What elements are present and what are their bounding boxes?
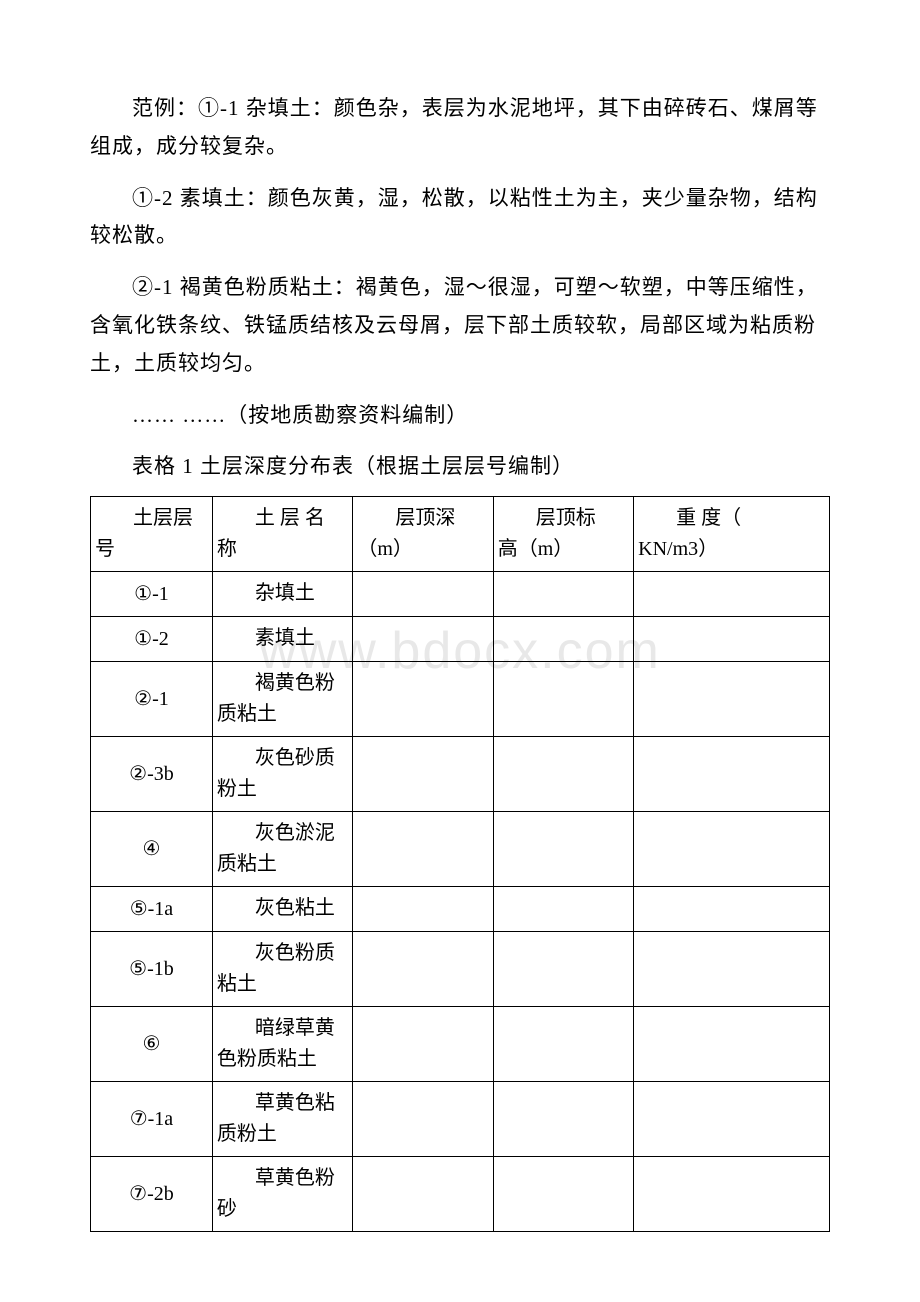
cell-depth (353, 662, 493, 737)
table-row: ⑦-2b 草黄色粉砂 (91, 1157, 830, 1232)
cell-layer-name: 暗绿草黄色粉质粘土 (212, 1007, 352, 1082)
paragraph-note: …… ……（按地质勘察资料编制） (90, 397, 830, 435)
cell-layer-name: 灰色淤泥质粘土 (212, 812, 352, 887)
cell-depth (353, 1157, 493, 1232)
header-layer-id: 土层层号 (91, 497, 213, 572)
cell-elevation (493, 1007, 633, 1082)
header-depth: 层顶深（m） (353, 497, 493, 572)
table-row: ⑥ 暗绿草黄色粉质粘土 (91, 1007, 830, 1082)
cell-layer-id: ⑦-2b (91, 1157, 213, 1232)
cell-elevation (493, 737, 633, 812)
cell-depth (353, 737, 493, 812)
cell-layer-name: 杂填土 (212, 572, 352, 617)
cell-depth (353, 887, 493, 932)
cell-elevation (493, 932, 633, 1007)
header-layer-name: 土 层 名称 (212, 497, 352, 572)
paragraph-example-2: ①-2 素填土：颜色灰黄，湿，松散，以粘性土为主，夹少量杂物，结构较松散。 (90, 180, 830, 256)
cell-weight (634, 932, 830, 1007)
cell-layer-id: ⑤-1b (91, 932, 213, 1007)
cell-elevation (493, 1157, 633, 1232)
header-weight: 重 度（KN/m3） (634, 497, 830, 572)
table-row: ②-3b 灰色砂质粉土 (91, 737, 830, 812)
cell-layer-name: 灰色粘土 (212, 887, 352, 932)
cell-layer-id: ⑤-1a (91, 887, 213, 932)
cell-depth (353, 572, 493, 617)
cell-depth (353, 812, 493, 887)
cell-layer-name: 素填土 (212, 617, 352, 662)
table-row: ⑤-1b 灰色粉质粘土 (91, 932, 830, 1007)
cell-layer-id: ①-2 (91, 617, 213, 662)
table-row: ④ 灰色淤泥质粘土 (91, 812, 830, 887)
cell-weight (634, 617, 830, 662)
table-header-row: 土层层号 土 层 名称 层顶深（m） 层顶标高（m） 重 度（KN/m3） (91, 497, 830, 572)
cell-elevation (493, 617, 633, 662)
paragraph-example-1: 范例：①-1 杂填土：颜色杂，表层为水泥地坪，其下由碎砖石、煤屑等组成，成分较复… (90, 90, 830, 166)
cell-weight (634, 1082, 830, 1157)
header-elevation: 层顶标高（m） (493, 497, 633, 572)
table-row: ⑤-1a 灰色粘土 (91, 887, 830, 932)
cell-layer-name: 灰色砂质粉土 (212, 737, 352, 812)
cell-weight (634, 887, 830, 932)
cell-weight (634, 1007, 830, 1082)
table-row: ②-1 褐黄色粉质粘土 (91, 662, 830, 737)
cell-elevation (493, 1082, 633, 1157)
cell-weight (634, 662, 830, 737)
document-content: 范例：①-1 杂填土：颜色杂，表层为水泥地坪，其下由碎砖石、煤屑等组成，成分较复… (90, 90, 830, 1232)
cell-layer-name: 草黄色粉砂 (212, 1157, 352, 1232)
table-row: ⑦-1a 草黄色粘质粉土 (91, 1082, 830, 1157)
table-row: ①-1 杂填土 (91, 572, 830, 617)
cell-weight (634, 1157, 830, 1232)
paragraph-example-3: ②-1 褐黄色粉质粘土：褐黄色，湿～很湿，可塑～软塑，中等压缩性，含氧化铁条纹、… (90, 269, 830, 382)
cell-depth (353, 1007, 493, 1082)
cell-layer-id: ②-1 (91, 662, 213, 737)
cell-elevation (493, 887, 633, 932)
table-title: 表格 1 土层深度分布表（根据土层层号编制） (90, 448, 830, 486)
cell-layer-name: 灰色粉质粘土 (212, 932, 352, 1007)
cell-elevation (493, 812, 633, 887)
cell-layer-id: ①-1 (91, 572, 213, 617)
cell-weight (634, 737, 830, 812)
cell-elevation (493, 572, 633, 617)
cell-weight (634, 812, 830, 887)
cell-layer-id: ⑦-1a (91, 1082, 213, 1157)
cell-depth (353, 1082, 493, 1157)
soil-layer-table: 土层层号 土 层 名称 层顶深（m） 层顶标高（m） 重 度（KN/m3） ①-… (90, 496, 830, 1232)
cell-depth (353, 617, 493, 662)
cell-depth (353, 932, 493, 1007)
cell-layer-name: 草黄色粘质粉土 (212, 1082, 352, 1157)
cell-layer-name: 褐黄色粉质粘土 (212, 662, 352, 737)
cell-layer-id: ⑥ (91, 1007, 213, 1082)
cell-weight (634, 572, 830, 617)
cell-elevation (493, 662, 633, 737)
cell-layer-id: ④ (91, 812, 213, 887)
table-row: ①-2 素填土 (91, 617, 830, 662)
cell-layer-id: ②-3b (91, 737, 213, 812)
